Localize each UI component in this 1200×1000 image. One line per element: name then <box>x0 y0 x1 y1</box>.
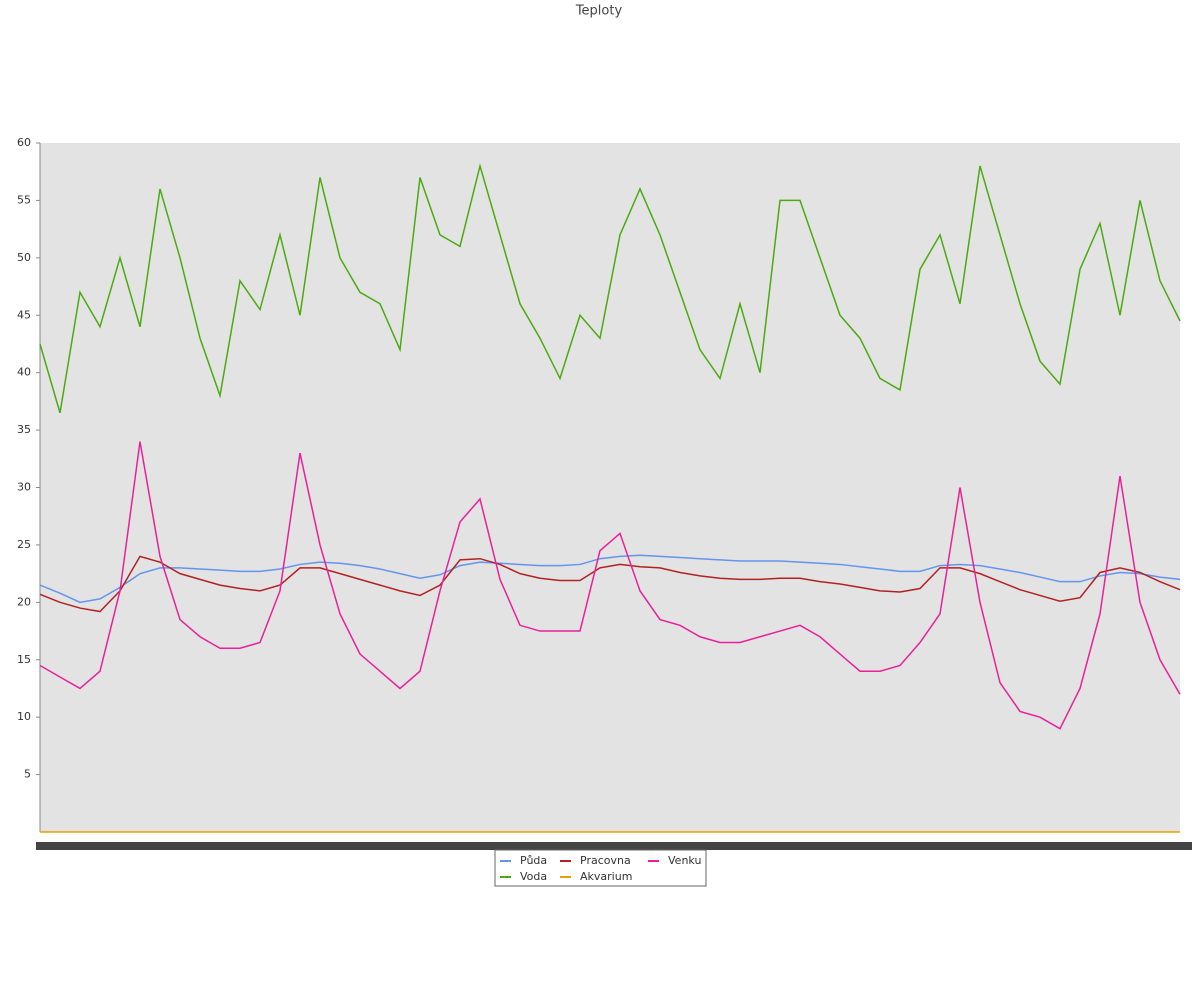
legend-label: Akvarium <box>580 870 632 883</box>
legend-label: Voda <box>520 870 547 883</box>
y-tick-label: 35 <box>17 423 31 436</box>
legend-label: Pracovna <box>580 854 631 867</box>
x-tick-labels-band <box>36 842 1192 850</box>
y-tick-label: 60 <box>17 136 31 149</box>
legend-label: Půda <box>520 854 547 867</box>
chart-title: Teploty <box>575 4 623 19</box>
y-tick-label: 55 <box>17 193 31 206</box>
series-line <box>39 554 1181 604</box>
series-line <box>39 441 1181 730</box>
y-tick-label: 5 <box>24 768 31 781</box>
plot-area <box>40 143 1180 832</box>
y-tick-label: 50 <box>17 251 31 264</box>
series-line <box>39 555 1181 613</box>
y-tick-label: 25 <box>17 538 31 551</box>
legend-label: Venku <box>668 854 701 867</box>
y-tick-label: 40 <box>17 366 31 379</box>
y-tick-label: 20 <box>17 595 31 608</box>
legend <box>494 849 707 887</box>
series-line <box>39 163 1181 414</box>
y-tick-label: 45 <box>17 308 31 321</box>
y-tick-label: 10 <box>17 710 31 723</box>
y-tick-label: 30 <box>17 481 31 494</box>
y-tick-label: 15 <box>17 653 31 666</box>
